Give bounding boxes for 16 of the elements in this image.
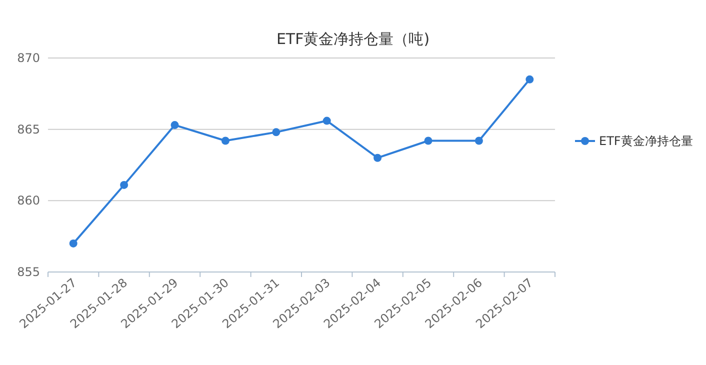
point <box>69 239 78 248</box>
chart-title: ETF黄金净持仓量（吨) <box>276 30 430 48</box>
point <box>474 136 483 145</box>
point <box>374 154 382 162</box>
y-tick-label: 855 <box>17 265 40 279</box>
y-tick-label: 870 <box>17 51 40 65</box>
point <box>221 136 230 145</box>
point <box>170 121 179 130</box>
point <box>424 136 432 145</box>
point <box>120 180 128 189</box>
legend-label: ETF黄金净持仓量 <box>599 134 693 148</box>
point <box>526 75 534 84</box>
y-tick-label: 865 <box>17 122 40 136</box>
point <box>272 128 280 136</box>
point <box>322 116 331 125</box>
y-tick-label: 860 <box>17 194 40 208</box>
